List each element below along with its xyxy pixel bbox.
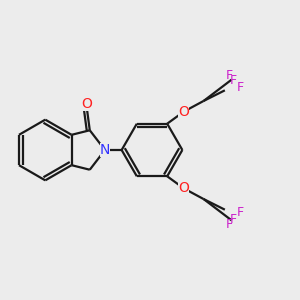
Text: F: F xyxy=(226,69,233,82)
Text: O: O xyxy=(178,105,189,118)
Text: O: O xyxy=(81,98,92,112)
Text: F: F xyxy=(226,218,233,231)
Text: F: F xyxy=(236,206,244,219)
Text: O: O xyxy=(178,182,189,195)
Text: F: F xyxy=(236,81,244,94)
Text: N: N xyxy=(100,143,110,157)
Text: F: F xyxy=(230,74,237,87)
Text: F: F xyxy=(230,213,237,226)
